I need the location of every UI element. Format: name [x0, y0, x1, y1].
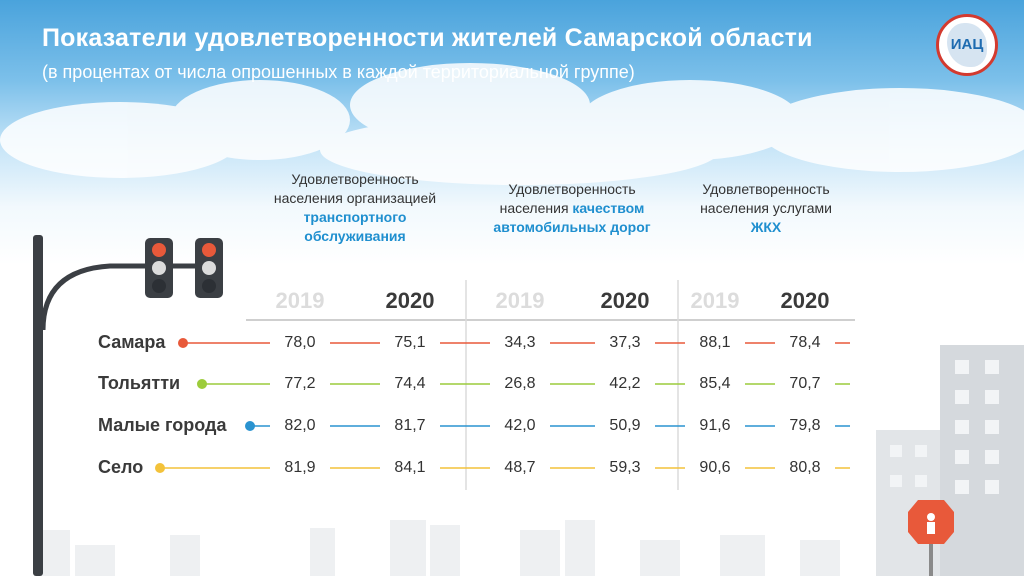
table-cell: 48,7	[490, 458, 550, 478]
year-header-2019: 2019	[275, 288, 325, 313]
group-header-highlight: автомобильных дорог	[493, 219, 651, 235]
table-cell: 59,3	[595, 458, 655, 478]
table-cell: 78,0	[270, 333, 330, 353]
group-header-highlight: ЖКХ	[750, 219, 782, 235]
page-title: Показатели удовлетворенности жителей Сам…	[42, 24, 813, 52]
group-header-highlight: обслуживания	[304, 228, 406, 244]
year-header-2019: 2019	[690, 288, 740, 313]
year-header-2020: 2020	[385, 288, 435, 313]
group-header-line: населения качеством	[499, 200, 645, 216]
table-cell: 77,2	[270, 374, 330, 394]
row-label: Самара	[98, 332, 166, 352]
group-header-line: Удовлетворенность	[291, 171, 419, 187]
group-header-line: населения организацией	[273, 190, 437, 206]
row-label: Малые города	[98, 415, 227, 435]
group-header-highlight: качеством	[572, 200, 645, 216]
table-cell: 90,6	[685, 458, 745, 478]
row-marker	[178, 338, 188, 348]
group-header-utilities: Удовлетворенность населения услугами ЖКХ	[678, 180, 854, 237]
row-label: Село	[98, 457, 144, 477]
traffic-light-icon	[33, 235, 223, 576]
table-cell: 42,0	[490, 416, 550, 436]
table-cell: 88,1	[685, 333, 745, 353]
table-cell: 78,4	[775, 333, 835, 353]
city-silhouette	[40, 520, 840, 576]
group-header-line: Удовлетворенность	[508, 181, 636, 197]
row-marker	[197, 379, 207, 389]
region-map-icon	[947, 23, 987, 67]
table-cell: 26,8	[490, 374, 550, 394]
table-cell: 80,8	[775, 458, 835, 478]
table-cell: 74,4	[380, 374, 440, 394]
road-sign-icon	[908, 500, 954, 576]
group-header-highlight: транспортного	[303, 209, 407, 225]
logo-icon: ИАЦ	[936, 14, 998, 76]
right-buildings	[876, 345, 1024, 576]
table-cell: 81,9	[270, 458, 330, 478]
table-cell: 81,7	[380, 416, 440, 436]
row-label: Тольятти	[98, 373, 181, 393]
table-cell: 85,4	[685, 374, 745, 394]
page-subtitle: (в процентах от числа опрошенных в каждо…	[42, 62, 635, 82]
table-cell: 34,3	[490, 333, 550, 353]
row-lines	[155, 338, 850, 473]
table-cell: 79,8	[775, 416, 835, 436]
year-header-2020: 2020	[780, 288, 830, 313]
logo-text: ИАЦ	[950, 36, 984, 53]
row-marker	[155, 463, 165, 473]
group-header-line: Удовлетворенность	[702, 181, 830, 197]
table-cell: 84,1	[380, 458, 440, 478]
group-header-line: населения услугами	[700, 200, 832, 216]
clouds	[0, 63, 1024, 185]
table-cell: 91,6	[685, 416, 745, 436]
table-cell: 82,0	[270, 416, 330, 436]
year-header-2020: 2020	[600, 288, 650, 313]
year-header-2019: 2019	[495, 288, 545, 313]
table-grid	[246, 280, 855, 490]
table-cell: 37,3	[595, 333, 655, 353]
table-cell: 75,1	[380, 333, 440, 353]
row-marker	[245, 421, 255, 431]
table-cell: 50,9	[595, 416, 655, 436]
table-cell: 42,2	[595, 374, 655, 394]
table-cell: 70,7	[775, 374, 835, 394]
group-header-transport: Удовлетворенность населения организацией…	[245, 170, 465, 246]
group-header-roads: Удовлетворенность населения качеством ав…	[466, 180, 678, 237]
